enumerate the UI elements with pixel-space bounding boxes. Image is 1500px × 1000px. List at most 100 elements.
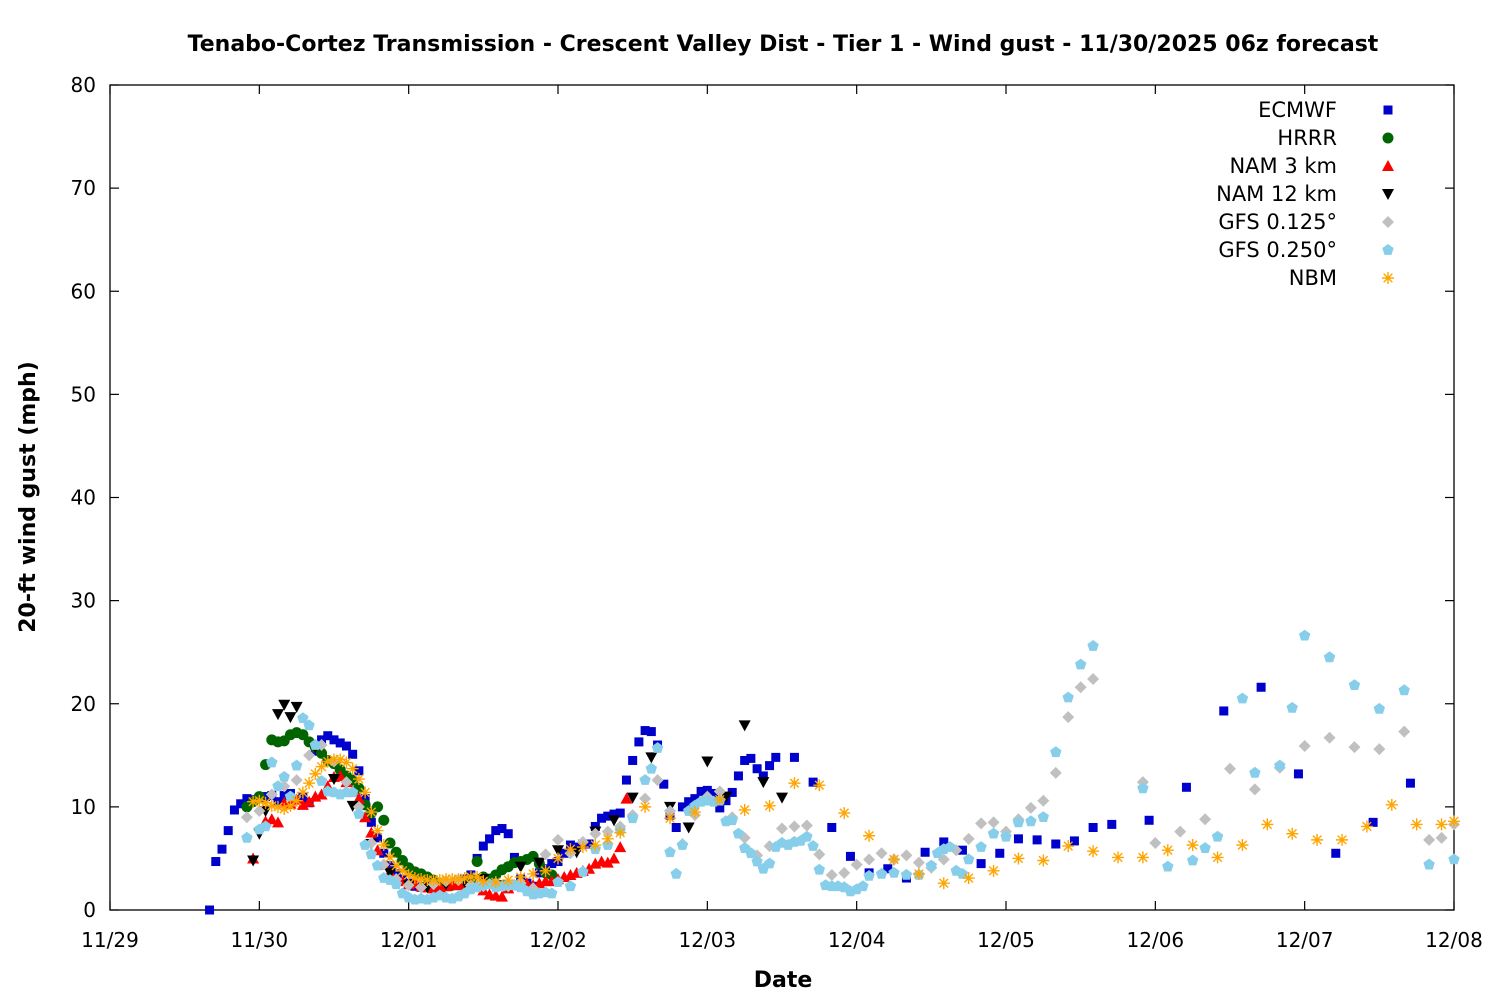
data-point-nbm (838, 807, 851, 820)
data-point-ecmwf (727, 787, 737, 797)
data-point-nam-12-km (290, 701, 303, 713)
data-point-ecmwf (1107, 819, 1117, 829)
data-point-gfs-0-250 (956, 867, 969, 879)
data-point-gfs-0-125 (863, 853, 876, 866)
data-point-nam-3-km (272, 816, 284, 828)
data-point-nam-12-km (701, 756, 714, 768)
data-point-ecmwf (1331, 848, 1341, 858)
data-point-ecmwf (1405, 778, 1415, 788)
data-point-gfs-0-250 (347, 786, 359, 798)
data-point-nam-12-km (272, 709, 284, 721)
data-point-nbm (1062, 840, 1075, 853)
data-point-nam-3-km (265, 813, 278, 825)
data-point-nbm (296, 786, 309, 799)
data-point-gfs-0-250 (1299, 629, 1311, 641)
x-axis-label: Date (754, 968, 813, 993)
data-point-ecmwf (827, 823, 837, 832)
data-point-nbm (987, 864, 1000, 877)
data-point-ecmwf (348, 749, 358, 759)
data-point-nam-12-km (346, 800, 359, 812)
data-point-nbm (912, 867, 925, 880)
data-point-nam-12-km (720, 791, 732, 803)
data-point-nbm (334, 753, 347, 766)
data-point-nam-12-km (738, 720, 751, 732)
data-point-gfs-0-250 (278, 771, 290, 782)
data-point-nbm (415, 873, 428, 886)
data-point-gfs-0-250 (359, 839, 371, 850)
data-point-gfs-0-125 (601, 825, 614, 838)
data-point-ecmwf (229, 805, 239, 815)
x-tick-label: 12/08 (1425, 928, 1483, 952)
data-point-gfs-0-250 (664, 846, 676, 858)
data-point-nbm (489, 876, 502, 889)
data-point-ecmwf (223, 826, 233, 836)
data-point-nbm (639, 800, 652, 813)
data-point-gfs-0-125 (1348, 741, 1361, 754)
data-point-ecmwf (497, 824, 507, 834)
data-point-ecmwf (684, 797, 694, 807)
data-point-gfs-0-125 (552, 833, 564, 846)
data-point-ecmwf (920, 847, 930, 857)
legend-marker-nbm (1382, 272, 1394, 284)
data-point-ecmwf (335, 738, 345, 748)
data-point-gfs-0-250 (670, 867, 682, 879)
data-point-gfs-0-250 (1286, 701, 1298, 713)
data-point-nbm (863, 829, 876, 842)
data-point-ecmwf (883, 864, 893, 874)
data-point-ecmwf (758, 771, 768, 781)
data-point-gfs-0-125 (1149, 836, 1162, 849)
data-point-nbm (458, 872, 471, 885)
data-point-gfs-0-250 (1373, 702, 1385, 714)
data-point-nbm (713, 793, 726, 806)
data-point-gfs-0-250 (1050, 746, 1062, 758)
data-point-nbm (539, 864, 552, 877)
data-point-nbm (340, 756, 353, 769)
data-point-nam-12-km (278, 699, 291, 711)
data-point-gfs-0-125 (253, 805, 266, 817)
data-point-gfs-0-250 (726, 814, 738, 826)
data-point-nbm (247, 795, 260, 808)
data-point-ecmwf (1013, 834, 1023, 844)
data-point-gfs-0-125 (639, 792, 652, 805)
data-point-ecmwf (1181, 782, 1191, 792)
data-point-nbm (278, 802, 291, 815)
data-point-ecmwf (572, 842, 582, 852)
data-point-nam-3-km (608, 852, 620, 864)
data-point-nbm (1136, 851, 1149, 864)
data-point-nam-12-km (645, 752, 658, 764)
data-point-gfs-0-250 (975, 841, 987, 852)
data-point-gfs-0-125 (415, 881, 428, 894)
data-point-nbm (464, 871, 477, 883)
data-point-nbm (1236, 839, 1249, 852)
data-point-hrrr (297, 729, 309, 741)
data-point-nam-12-km (247, 855, 260, 867)
data-point-gfs-0-250 (1037, 811, 1049, 822)
x-axis: 11/29 11/30 12/01 12/02 12/03 12/04 12/05 12/06… (81, 85, 1483, 952)
data-point-nbm (477, 875, 490, 888)
data-point-gfs-0-250 (857, 880, 869, 892)
data-point-ecmwf (547, 859, 557, 869)
data-point-ecmwf (733, 771, 743, 781)
x-tick-label: 11/29 (81, 928, 139, 952)
x-tick-label: 12/03 (679, 928, 737, 952)
data-point-ecmwf (771, 752, 781, 762)
data-point-nam-12-km (608, 815, 620, 827)
data-point-hrrr (316, 747, 328, 759)
data-point-nbm (315, 760, 328, 773)
data-point-gfs-0-250 (900, 868, 913, 880)
x-tick-label: 12/05 (977, 928, 1035, 952)
data-point-ecmwf (939, 837, 949, 847)
data-point-gfs-0-250 (309, 739, 321, 750)
data-point-nam-12-km (328, 774, 340, 786)
data-point-nbm (346, 762, 359, 775)
data-point-ecmwf (1368, 817, 1378, 827)
data-point-gfs-0-125 (1062, 711, 1075, 724)
data-point-ecmwf (503, 829, 513, 839)
data-point-nbm (502, 874, 515, 887)
data-point-gfs-0-125 (1423, 833, 1436, 846)
data-point-ecmwf (478, 841, 488, 851)
data-point-ecmwf (1051, 839, 1061, 849)
data-point-gfs-0-125 (713, 785, 726, 798)
data-point-nbm (1186, 839, 1199, 852)
data-point-gfs-0-125 (1074, 681, 1087, 694)
